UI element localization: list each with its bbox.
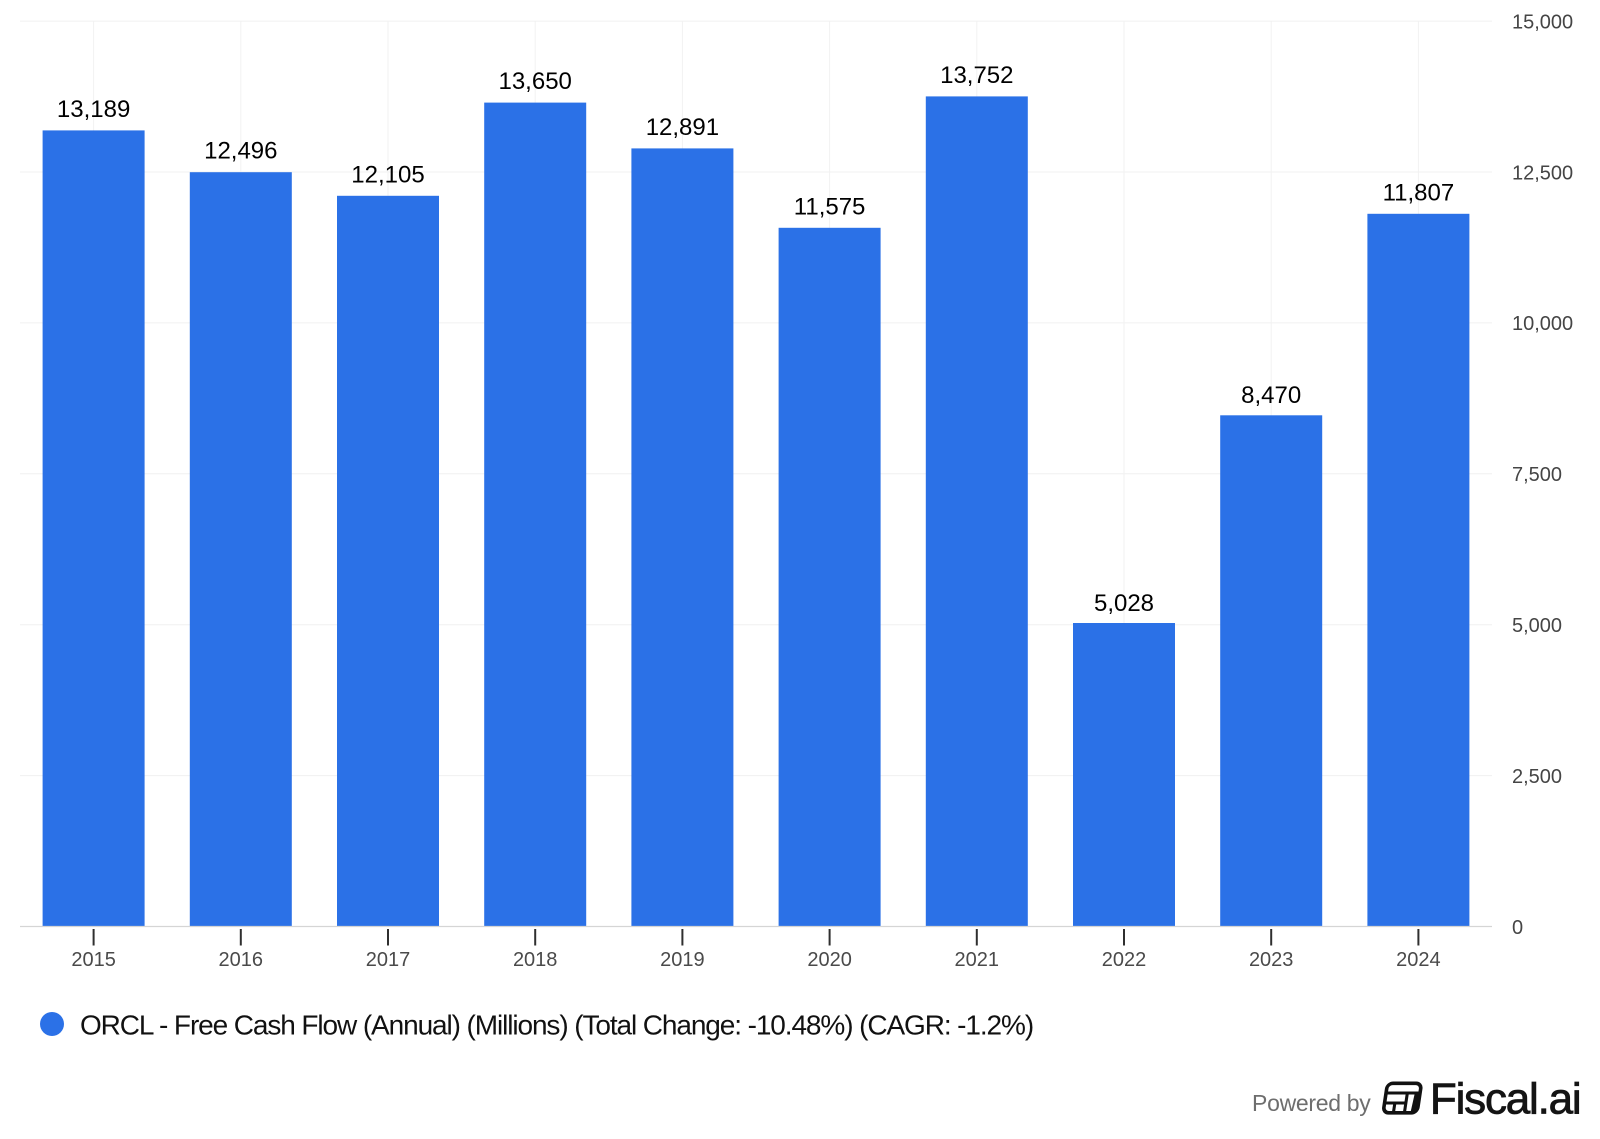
svg-text:11,575: 11,575 <box>794 193 866 220</box>
svg-text:2021: 2021 <box>955 949 1000 971</box>
svg-text:12,500: 12,500 <box>1512 162 1573 184</box>
svg-text:2015: 2015 <box>71 949 116 971</box>
svg-text:2022: 2022 <box>1102 949 1147 971</box>
svg-text:Powered by: Powered by <box>1252 1090 1371 1116</box>
svg-text:13,752: 13,752 <box>940 62 1013 89</box>
svg-text:2017: 2017 <box>366 949 411 971</box>
svg-text:10,000: 10,000 <box>1512 313 1573 335</box>
svg-text:12,496: 12,496 <box>204 138 277 165</box>
svg-text:13,189: 13,189 <box>57 96 130 123</box>
svg-text:2024: 2024 <box>1396 949 1441 971</box>
svg-text:2,500: 2,500 <box>1512 766 1562 788</box>
svg-text:13,650: 13,650 <box>498 68 571 95</box>
svg-text:8,470: 8,470 <box>1241 382 1301 409</box>
svg-text:2023: 2023 <box>1249 949 1294 971</box>
svg-text:2018: 2018 <box>513 949 558 971</box>
svg-text:2019: 2019 <box>660 949 705 971</box>
svg-text:ORCL - Free Cash Flow (Annual): ORCL - Free Cash Flow (Annual) (Millions… <box>80 1010 1033 1041</box>
svg-text:12,891: 12,891 <box>646 114 719 141</box>
svg-text:5,028: 5,028 <box>1094 590 1154 617</box>
svg-text:2016: 2016 <box>219 949 264 971</box>
svg-text:15,000: 15,000 <box>1512 11 1573 33</box>
svg-text:11,807: 11,807 <box>1383 179 1455 206</box>
svg-text:0: 0 <box>1512 917 1523 939</box>
svg-text:12,105: 12,105 <box>351 161 424 188</box>
svg-text:5,000: 5,000 <box>1512 615 1562 637</box>
svg-text:Fiscal.ai: Fiscal.ai <box>1430 1075 1581 1124</box>
svg-text:7,500: 7,500 <box>1512 464 1562 486</box>
svg-text:2020: 2020 <box>807 949 852 971</box>
